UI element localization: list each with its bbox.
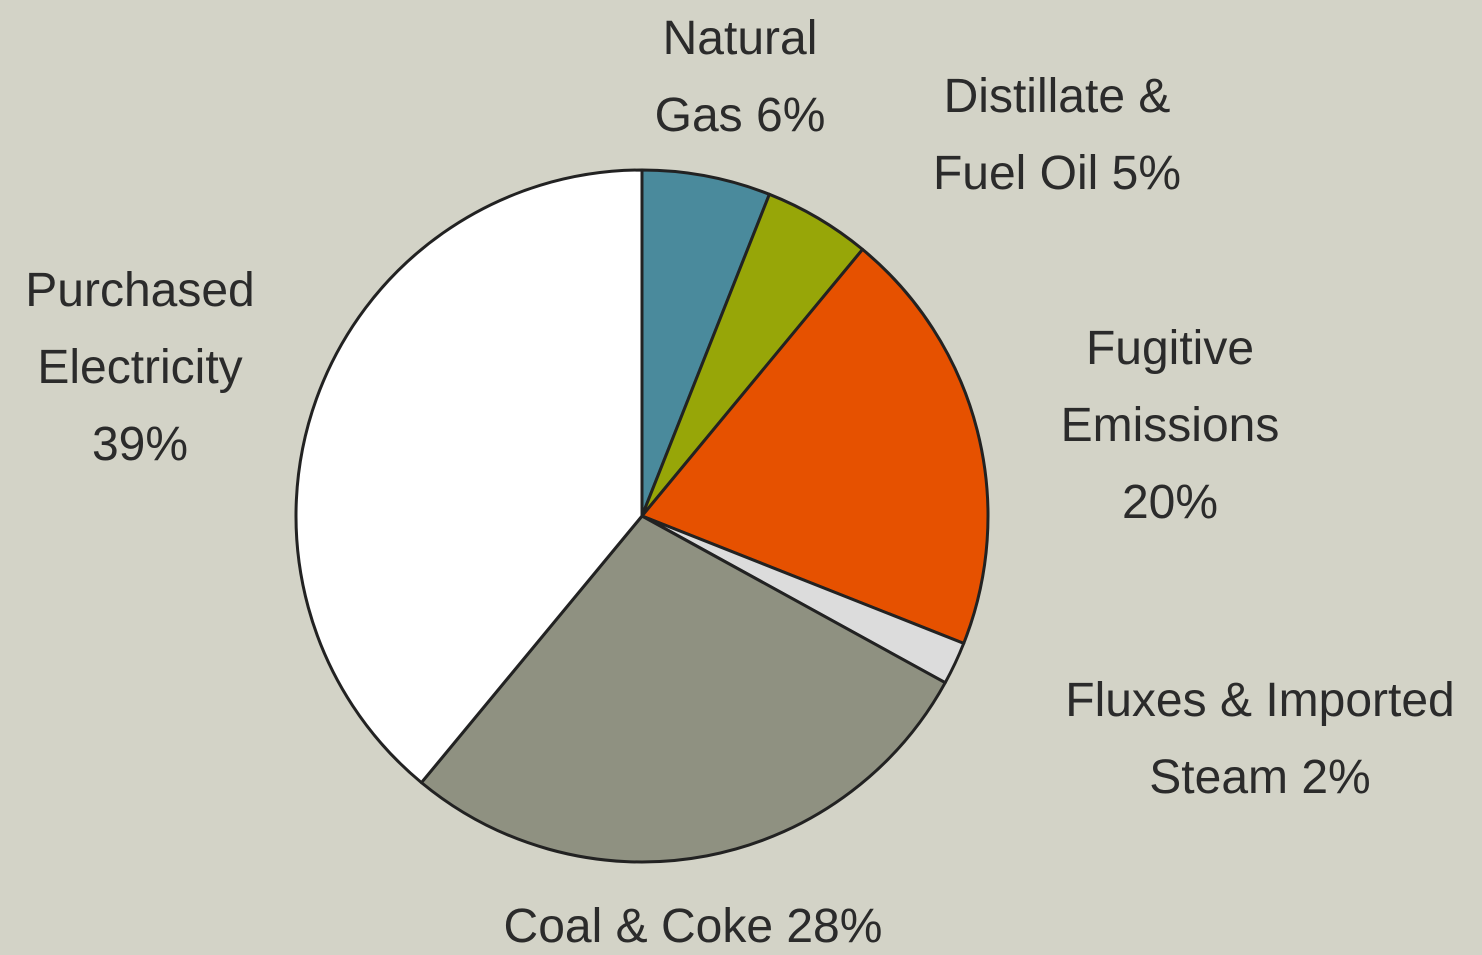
- category-label: Fugitive Emissions: [1060, 322, 1280, 452]
- pie-slice: [294, 168, 644, 785]
- slice-label: Fluxes & Imported Steam 2%: [1040, 662, 1480, 816]
- slice-label: Natural Gas 6%: [640, 0, 840, 154]
- value-label: 5%: [1111, 147, 1182, 200]
- category-label: Coal & Coke: [503, 900, 774, 953]
- category-label: Purchased Electricity: [25, 264, 255, 394]
- category-label: Fluxes & Imported Steam: [1065, 674, 1455, 804]
- slice-label: Purchased Electricity 39%: [10, 252, 270, 483]
- category-label: Distillate & Fuel Oil: [932, 70, 1171, 200]
- category-label: Natural Gas: [654, 12, 818, 142]
- pie-slice: [640, 168, 771, 518]
- pie-slice: [640, 247, 990, 645]
- value-label: 20%: [1121, 476, 1219, 529]
- slice-label: Fugitive Emissions 20%: [1040, 310, 1300, 541]
- value-label: 6%: [756, 89, 826, 142]
- value-label: 39%: [91, 418, 189, 471]
- value-label: 2%: [1301, 751, 1371, 804]
- value-label: 28%: [786, 900, 883, 953]
- pie-slice: [419, 514, 947, 864]
- slice-label: Distillate & Fuel Oil 5%: [907, 58, 1207, 212]
- slice-label: Coal & Coke 28%: [433, 888, 953, 955]
